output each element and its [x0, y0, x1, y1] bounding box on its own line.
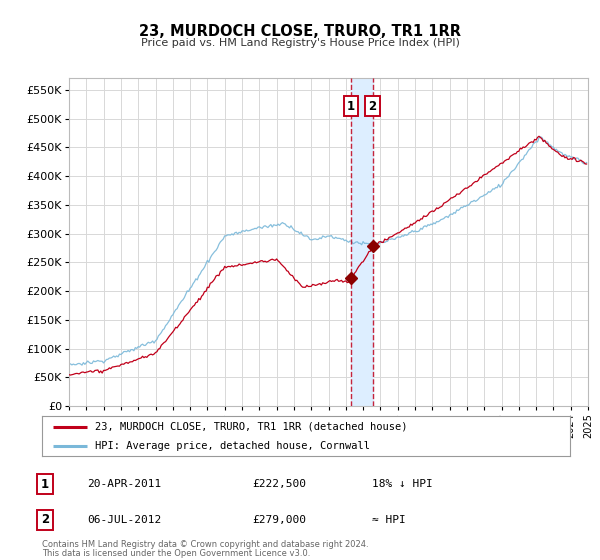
Text: HPI: Average price, detached house, Cornwall: HPI: Average price, detached house, Corn…	[95, 441, 370, 451]
Text: £279,000: £279,000	[252, 515, 306, 525]
Text: 1: 1	[41, 478, 49, 491]
Text: 23, MURDOCH CLOSE, TRURO, TR1 1RR: 23, MURDOCH CLOSE, TRURO, TR1 1RR	[139, 24, 461, 39]
Text: 06-JUL-2012: 06-JUL-2012	[87, 515, 161, 525]
Text: 23, MURDOCH CLOSE, TRURO, TR1 1RR (detached house): 23, MURDOCH CLOSE, TRURO, TR1 1RR (detac…	[95, 422, 407, 432]
Text: ≈ HPI: ≈ HPI	[372, 515, 406, 525]
Text: 1: 1	[347, 100, 355, 113]
Text: 2: 2	[368, 100, 377, 113]
Text: 2: 2	[41, 513, 49, 526]
Text: Contains HM Land Registry data © Crown copyright and database right 2024.: Contains HM Land Registry data © Crown c…	[42, 540, 368, 549]
Bar	[351, 78, 373, 406]
Text: £222,500: £222,500	[252, 479, 306, 489]
Text: 18% ↓ HPI: 18% ↓ HPI	[372, 479, 433, 489]
Text: Price paid vs. HM Land Registry's House Price Index (HPI): Price paid vs. HM Land Registry's House …	[140, 38, 460, 48]
Text: 20-APR-2011: 20-APR-2011	[87, 479, 161, 489]
Text: This data is licensed under the Open Government Licence v3.0.: This data is licensed under the Open Gov…	[42, 549, 310, 558]
